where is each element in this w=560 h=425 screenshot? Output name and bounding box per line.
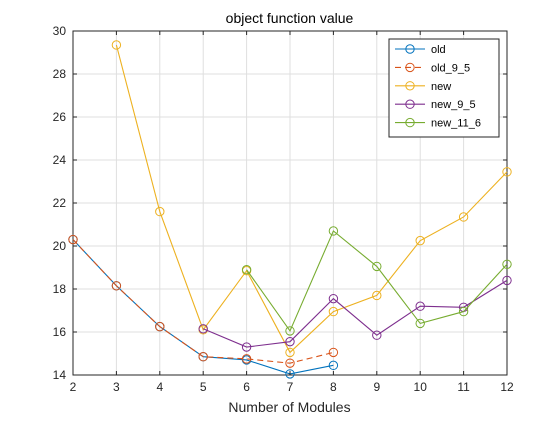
data-point bbox=[502, 167, 512, 177]
x-tick-label: 12 bbox=[500, 380, 514, 394]
data-point bbox=[372, 330, 382, 340]
data-point bbox=[502, 259, 512, 269]
legend-label: new_9_5 bbox=[431, 99, 476, 111]
series-new bbox=[111, 40, 512, 358]
x-tick-label: 4 bbox=[156, 380, 163, 394]
data-point bbox=[328, 347, 339, 358]
data-point bbox=[285, 358, 295, 368]
data-point bbox=[241, 354, 252, 364]
legend-label: new_11_6 bbox=[431, 118, 481, 130]
data-point bbox=[285, 336, 295, 347]
series-line bbox=[115, 44, 508, 354]
legend-marker bbox=[405, 99, 415, 109]
data-point bbox=[328, 293, 339, 304]
data-point bbox=[241, 264, 252, 275]
data-point bbox=[372, 261, 382, 272]
y-tick-label: 20 bbox=[53, 239, 67, 253]
data-point bbox=[285, 369, 295, 379]
series-old_9_5 bbox=[68, 234, 339, 368]
y-tick-label: 30 bbox=[53, 24, 67, 38]
legend-marker bbox=[405, 62, 415, 73]
data-point bbox=[458, 306, 469, 317]
x-tick-label: 9 bbox=[373, 380, 380, 394]
legend-label: old_9_5 bbox=[431, 62, 470, 74]
legend-item: new bbox=[395, 81, 451, 93]
y-tick-label: 18 bbox=[53, 282, 67, 296]
y-tick-label: 26 bbox=[53, 110, 67, 124]
data-point bbox=[111, 40, 122, 50]
legend-item: new_11_6 bbox=[395, 118, 481, 130]
x-tick-label: 10 bbox=[414, 380, 428, 394]
data-point bbox=[328, 306, 339, 317]
data-point bbox=[415, 235, 425, 246]
y-tick-label: 16 bbox=[53, 325, 67, 339]
legend-item: old bbox=[395, 44, 446, 56]
y-tick-label: 14 bbox=[53, 368, 67, 382]
series-line bbox=[202, 279, 508, 348]
legend-marker bbox=[405, 44, 415, 54]
legend-label: new bbox=[431, 81, 451, 93]
data-point bbox=[415, 301, 425, 311]
chart-title: object function value bbox=[226, 10, 354, 26]
series-line bbox=[246, 230, 508, 333]
x-tick-label: 11 bbox=[457, 380, 470, 394]
x-axis-title: Number of Modules bbox=[228, 399, 350, 415]
data-point bbox=[155, 206, 165, 217]
data-point bbox=[328, 360, 339, 371]
data-point bbox=[198, 324, 208, 334]
x-tick-label: 6 bbox=[243, 380, 250, 394]
data-point bbox=[372, 290, 382, 301]
legend-item: new_9_5 bbox=[395, 99, 476, 111]
legend-label: old bbox=[431, 44, 446, 56]
data-point bbox=[458, 212, 469, 222]
legend-marker bbox=[405, 117, 415, 128]
legend-item: old_9_5 bbox=[395, 62, 470, 74]
data-point bbox=[415, 318, 425, 329]
y-tick-label: 28 bbox=[53, 67, 67, 81]
data-point bbox=[502, 275, 512, 286]
legend-marker bbox=[405, 81, 415, 91]
x-tick-label: 8 bbox=[330, 380, 337, 394]
data-point bbox=[155, 321, 165, 332]
x-tick-label: 7 bbox=[287, 380, 294, 394]
series-new_11_6 bbox=[241, 226, 512, 336]
data-point bbox=[111, 281, 122, 291]
data-point bbox=[328, 226, 339, 236]
data-point bbox=[68, 234, 78, 245]
data-point bbox=[241, 342, 252, 352]
x-tick-label: 3 bbox=[113, 380, 120, 394]
data-point bbox=[285, 326, 295, 336]
x-tick-label: 2 bbox=[70, 380, 77, 394]
y-tick-label: 22 bbox=[53, 196, 67, 210]
x-tick-label: 5 bbox=[200, 380, 207, 394]
data-point bbox=[285, 347, 295, 358]
y-tick-label: 24 bbox=[53, 153, 67, 167]
legend-box bbox=[388, 38, 500, 138]
data-point bbox=[198, 352, 208, 362]
series-line bbox=[72, 239, 334, 364]
